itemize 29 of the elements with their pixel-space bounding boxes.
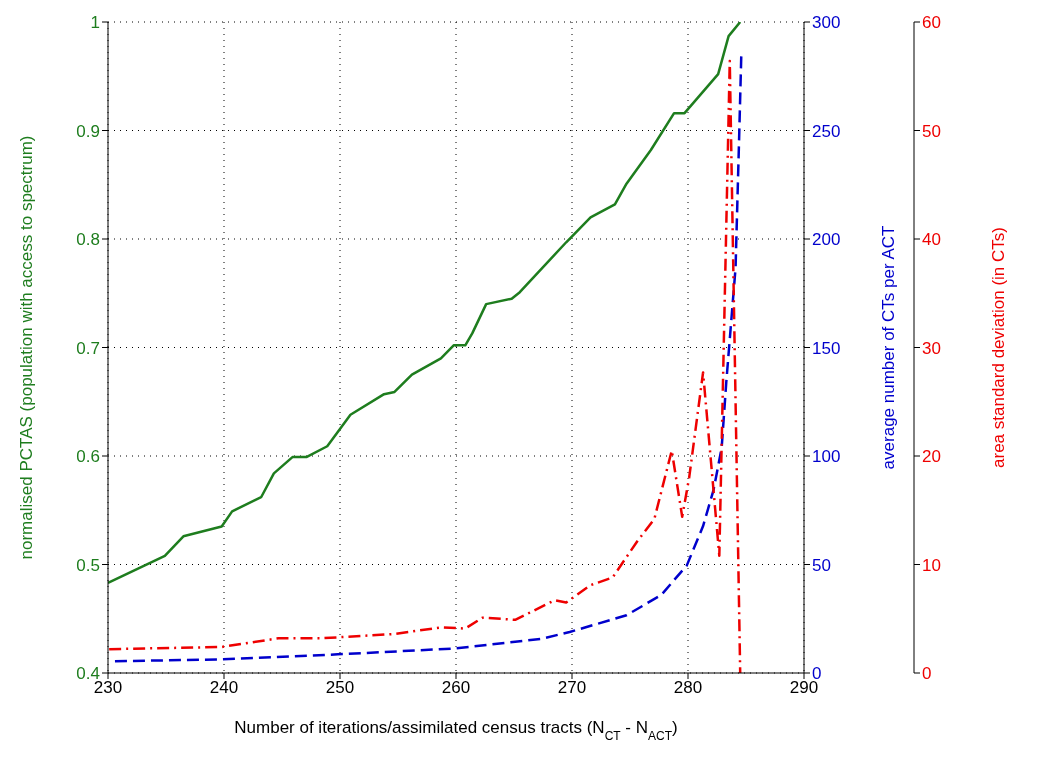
y3-tick-label: 30 <box>922 338 941 358</box>
y-tick-label: 0.9 <box>76 121 100 141</box>
y2-tick-label: 200 <box>812 230 841 250</box>
x-axis-title: Number of iterations/assimilated census tracts (N$_{CT}$ - N$_{ACT}$) <box>234 718 678 743</box>
x-tick-label: 250 <box>325 678 355 698</box>
y3-tick-label: 20 <box>922 447 941 467</box>
y2-tick-label: 100 <box>812 447 841 467</box>
y3-tick-label: 0 <box>922 664 932 684</box>
x-tick-label: 280 <box>673 678 703 698</box>
y3-axis-title: area standard deviation (in CTs) <box>989 227 1008 468</box>
x-tick-label: 260 <box>441 678 471 698</box>
y2-tick-label: 150 <box>812 338 841 358</box>
y-axis-title: normalised PCTAS (population with access to spectrum) <box>17 135 36 560</box>
y-tick-label: 1 <box>90 13 100 33</box>
y3-tick-label: 40 <box>922 230 941 250</box>
y2-tick-label: 300 <box>812 13 841 33</box>
y2-tick-label: 250 <box>812 121 841 141</box>
y3-tick-label: 60 <box>922 13 941 33</box>
x-tick-label: 240 <box>209 678 239 698</box>
x-tick-label: 270 <box>557 678 587 698</box>
y-tick-label: 0.8 <box>76 230 100 250</box>
line-series <box>108 22 742 585</box>
y-tick-label: 0.7 <box>76 338 100 358</box>
y-tick-label: 0.5 <box>76 555 100 575</box>
y2-axis-title: average number of CTs per ACT <box>879 225 898 470</box>
y-tick-label: 0.6 <box>76 447 100 467</box>
y3-tick-label: 10 <box>922 555 941 575</box>
y3-tick-label: 50 <box>922 121 941 141</box>
y2-tick-label: 50 <box>812 555 831 575</box>
